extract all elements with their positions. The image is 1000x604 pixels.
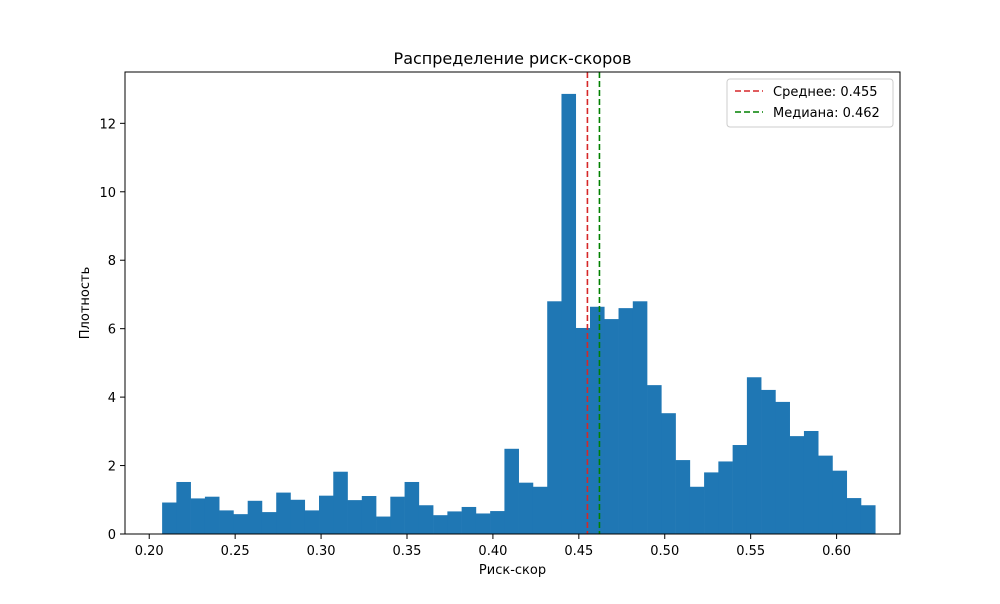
histogram-bar: [475, 513, 491, 534]
histogram-bar: [418, 505, 434, 534]
x-tick-label: 0.40: [478, 544, 507, 559]
histogram-bar: [361, 496, 377, 534]
histogram-bar: [404, 481, 420, 534]
x-axis-label: Риск-скор: [479, 563, 546, 578]
chart-title: Распределение риск-скоров: [394, 49, 632, 68]
reference-lines: [586, 72, 601, 534]
histogram-bar: [561, 93, 577, 535]
histogram-bar: [632, 301, 648, 534]
histogram-bar: [689, 486, 705, 534]
histogram-bar: [233, 514, 248, 534]
histogram-bar: [746, 377, 762, 534]
histogram-bar: [319, 495, 334, 534]
histogram-bar: [675, 460, 691, 534]
x-tick-label: 0.20: [135, 544, 164, 559]
histogram-bar: [732, 445, 748, 534]
histogram-bar: [490, 511, 505, 534]
legend-mean-label: Среднее: 0.455: [773, 85, 878, 100]
histogram-bar: [447, 511, 462, 534]
histogram-bar: [604, 319, 619, 534]
histogram-bar: [390, 496, 405, 534]
histogram-bar: [376, 516, 391, 534]
histogram-bar: [204, 496, 220, 534]
histogram-bar: [333, 471, 348, 534]
y-tick-label: 4: [108, 391, 116, 406]
histogram-bar: [704, 472, 719, 534]
histogram-bar: [803, 430, 819, 534]
y-tick-label: 6: [108, 323, 116, 338]
histogram-bar: [818, 455, 833, 534]
histogram-bar: [247, 500, 263, 534]
histogram-bar: [433, 515, 448, 534]
x-tick-label: 0.45: [564, 544, 593, 559]
histogram-bar: [789, 436, 805, 534]
plot-frame: [124, 71, 901, 535]
x-tick-label: 0.30: [307, 544, 336, 559]
histogram-bar: [761, 389, 776, 534]
histogram-bar: [860, 505, 876, 534]
histogram-bar: [304, 510, 320, 534]
y-tick-label: 8: [108, 254, 116, 269]
x-tick-label: 0.25: [221, 544, 250, 559]
histogram-bar: [461, 506, 477, 534]
x-tick-label: 0.35: [393, 544, 422, 559]
y-tick-label: 12: [99, 117, 116, 132]
x-axis-ticks: 0.20 0.25 0.30 0.35 0.40 0.45 0.50 0.55 0.60: [135, 534, 851, 559]
legend: Среднее: 0.455 Медиана: 0.462: [726, 78, 894, 128]
y-axis-ticks: 0 2 4 6 8 10 12: [99, 117, 125, 543]
x-tick-label: 0.60: [822, 544, 851, 559]
y-tick-label: 0: [108, 528, 116, 543]
histogram-bar: [846, 498, 862, 534]
legend-median-label: Медиана: 0.462: [773, 106, 880, 121]
histogram-bar: [575, 327, 591, 534]
legend-box: [726, 78, 894, 128]
histogram-bar: [276, 492, 291, 534]
histogram-bar: [775, 401, 790, 534]
histogram-bar: [162, 502, 177, 534]
histogram-bar: [547, 301, 562, 534]
histogram-bar: [261, 512, 277, 534]
y-tick-label: 10: [99, 186, 116, 201]
histogram-bar: [290, 499, 306, 534]
histogram-bars: [162, 93, 876, 535]
histogram-bar: [618, 308, 634, 534]
histogram-bar: [532, 486, 548, 534]
histogram-bar: [718, 461, 733, 534]
histogram-bar: [647, 385, 662, 534]
histogram-bar: [190, 498, 206, 534]
histogram-bar: [176, 481, 191, 534]
y-tick-label: 2: [108, 460, 116, 475]
histogram-bar: [219, 510, 234, 534]
histogram-bar: [518, 482, 534, 534]
histogram-bar: [347, 500, 363, 534]
x-tick-label: 0.55: [736, 544, 765, 559]
histogram-bar: [504, 448, 519, 534]
histogram-bar: [590, 306, 605, 534]
histogram-bar: [661, 413, 676, 534]
histogram-bar: [832, 470, 848, 534]
y-axis-label: Плотность: [78, 267, 93, 339]
x-tick-label: 0.50: [650, 544, 679, 559]
